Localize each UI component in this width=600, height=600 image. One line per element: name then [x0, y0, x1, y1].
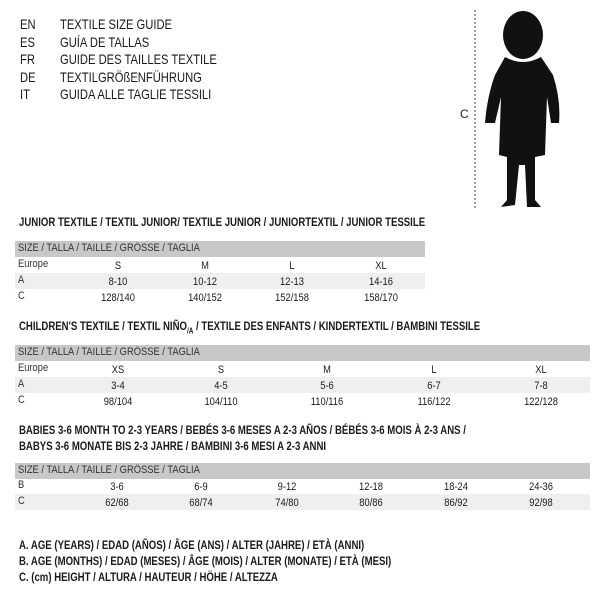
junior-section-title: JUNIOR TEXTILE / TEXTIL JUNIOR/ TEXTILE … — [19, 215, 426, 229]
table-cell: L — [289, 260, 295, 272]
table-cell: S — [217, 364, 225, 376]
table-cell: L — [431, 364, 437, 376]
table-row-stripe — [15, 273, 425, 289]
table-cell: 12-13 — [280, 276, 304, 288]
table-cell: 128/140 — [101, 292, 135, 304]
table-cell: 140/152 — [188, 292, 222, 304]
table-cell: 62/68 — [105, 497, 129, 509]
table-cell: XS — [111, 364, 125, 376]
row-label: A — [18, 378, 25, 390]
table-cell: XL — [535, 364, 547, 376]
language-title: GUIDA ALLE TAGLIE TESSILI — [60, 86, 212, 102]
row-label: Europe — [18, 362, 49, 374]
table-header-label: SIZE / TALLA / TAILLE / GRÖSSE / TAGLIA — [18, 242, 200, 254]
table-cell: 158/170 — [364, 292, 398, 304]
language-title: TEXTILE SIZE GUIDE — [60, 16, 173, 32]
table-cell: 3-4 — [111, 380, 125, 392]
table-header-label: SIZE / TALLA / TAILLE / GRÖSSE / TAGLIA — [18, 346, 200, 358]
language-title: GUÍA DE TALLAS — [60, 33, 150, 50]
language-code: DE — [20, 68, 36, 85]
table-cell: 18-24 — [444, 481, 468, 493]
table-header-band — [15, 345, 590, 361]
table-header-band — [15, 241, 425, 257]
height-measure-label: C — [460, 107, 469, 121]
children-title-sub: /A — [186, 326, 194, 336]
table-cell: 5-6 — [320, 380, 334, 392]
babies-section-title-line2: BABYS 3-6 MONATE BIS 2-3 JAHRE / BAMBINI… — [19, 439, 327, 453]
table-row-stripe — [15, 494, 590, 510]
table-cell: M — [323, 364, 331, 376]
row-label: A — [18, 274, 25, 286]
language-code: ES — [20, 33, 35, 50]
children-section-title: CHILDREN'S TEXTILE / TEXTIL NIÑO/A / TEX… — [19, 319, 480, 335]
legend-a: A. AGE (YEARS) / EDAD (AÑOS) / ÂGE (ANS)… — [19, 538, 365, 552]
table-cell: 24-36 — [529, 481, 553, 493]
table-cell: 3-6 — [110, 481, 124, 493]
table-cell: 92/98 — [529, 497, 553, 509]
row-label: C — [18, 394, 25, 406]
table-cell: 9-12 — [277, 481, 297, 493]
table-cell: M — [201, 260, 209, 272]
table-cell: 12-18 — [359, 481, 383, 493]
table-cell: 98/104 — [103, 396, 133, 408]
children-title-rest: / TEXTILE DES ENFANTS / KINDERTEXTIL / B… — [193, 319, 481, 333]
table-cell: 152/158 — [275, 292, 309, 304]
legend-b: B. AGE (MONTHS) / EDAD (MESES) / ÂGE (MO… — [19, 554, 392, 568]
table-cell: 122/128 — [524, 396, 558, 408]
table-cell: 80/86 — [359, 497, 383, 509]
table-header-label: SIZE / TALLA / TAILLE / GRÖSSE / TAGLIA — [18, 464, 200, 476]
child-silhouette-figure — [474, 10, 560, 210]
row-label: Europe — [18, 258, 49, 270]
table-cell: 14-16 — [369, 276, 393, 288]
table-cell: 6-7 — [427, 380, 441, 392]
table-cell: 116/122 — [417, 396, 451, 408]
row-label: B — [18, 479, 25, 491]
language-title: TEXTILGRÖßENFÜHRUNG — [60, 68, 202, 85]
table-cell: S — [114, 260, 122, 272]
table-cell: 110/116 — [310, 396, 344, 408]
language-code: FR — [20, 51, 35, 67]
table-row-stripe — [15, 377, 590, 393]
table-cell: 6-9 — [194, 481, 208, 493]
table-cell: 7-8 — [534, 380, 548, 392]
table-header-band — [15, 463, 590, 479]
table-cell: 104/110 — [204, 396, 238, 408]
table-cell: 4-5 — [214, 380, 228, 392]
table-cell: 8-10 — [108, 276, 128, 288]
legend-c: C. (cm) HEIGHT / ALTURA / HAUTEUR / HÖHE… — [19, 570, 278, 584]
language-code: EN — [20, 16, 36, 32]
table-cell: 10-12 — [193, 276, 217, 288]
child-silhouette-icon — [485, 11, 560, 207]
table-cell: 68/74 — [189, 497, 213, 509]
table-cell: XL — [375, 260, 387, 272]
children-title-main: CHILDREN'S TEXTILE / TEXTIL NIÑO — [19, 319, 187, 333]
row-label: C — [18, 495, 25, 507]
language-code: IT — [20, 86, 30, 102]
table-cell: 74/80 — [275, 497, 299, 509]
language-title: GUIDE DES TAILLES TEXTILE — [60, 51, 217, 67]
row-label: C — [18, 290, 25, 302]
babies-section-title-line1: BABIES 3-6 MONTH TO 2-3 YEARS / BEBÉS 3-… — [19, 423, 466, 437]
table-cell: 86/92 — [444, 497, 468, 509]
